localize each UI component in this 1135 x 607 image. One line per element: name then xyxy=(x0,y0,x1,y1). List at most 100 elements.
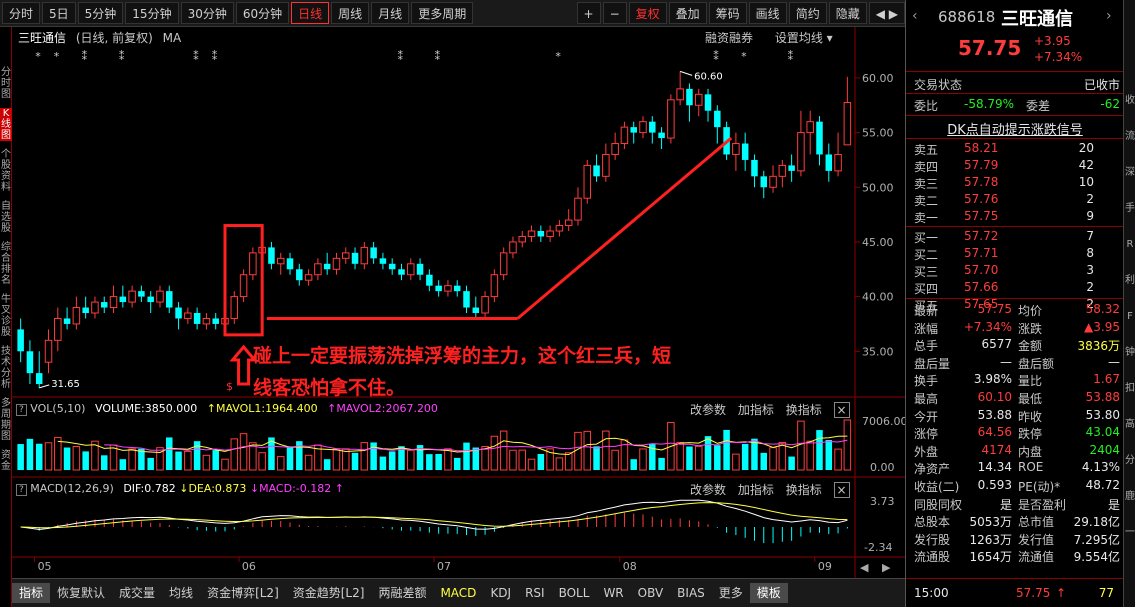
period-tab-4[interactable]: 30分钟 xyxy=(180,2,234,24)
weicha-label: 委差 xyxy=(1026,99,1051,113)
indicator-tab-7[interactable]: MACD xyxy=(440,586,477,600)
vol-switch-indicator[interactable]: 换指标 xyxy=(785,403,822,417)
toolbar-button-5[interactable]: 画线 xyxy=(748,2,787,24)
bid-label: 买二 xyxy=(914,248,939,262)
ask-volume: 2 xyxy=(1086,192,1094,206)
set-ma-link[interactable]: 设置均线 xyxy=(774,31,823,45)
event-marker-icon[interactable]: ⁑ xyxy=(788,50,794,63)
left-tab-3[interactable]: 自选股 xyxy=(1,201,11,234)
indicator-tab-15[interactable]: 模板 xyxy=(749,583,788,603)
indicator-tab-14[interactable]: 更多 xyxy=(718,586,743,600)
indicator-tab-4[interactable]: 资金博弈[L2] xyxy=(207,586,279,600)
ask-price: 57.75 xyxy=(964,209,999,223)
bid-row: 买二 57.71 8 xyxy=(906,245,1124,262)
toolbar-button-4[interactable]: 筹码 xyxy=(708,2,747,24)
event-marker-icon[interactable]: * xyxy=(555,50,561,63)
event-marker-icon[interactable]: * xyxy=(35,50,41,63)
indicator-tab-6[interactable]: 两融差额 xyxy=(378,586,427,600)
toolbar-button-6[interactable]: 简约 xyxy=(788,2,827,24)
bid-volume: 3 xyxy=(1086,263,1094,277)
toolbar-button-2[interactable]: 复权 xyxy=(628,2,667,24)
macd-edit-params[interactable]: 改参数 xyxy=(690,483,727,497)
vol-add-indicator[interactable]: 加指标 xyxy=(737,403,774,417)
indicator-tab-11[interactable]: WR xyxy=(603,586,624,600)
volume-bar xyxy=(128,448,136,471)
scroll-left-icon[interactable]: ◀ xyxy=(860,561,869,574)
toolbar-button-1[interactable]: − xyxy=(602,2,627,24)
event-marker-icon[interactable]: ⁑ xyxy=(713,50,719,63)
volume-bar xyxy=(574,431,582,471)
event-marker-icon[interactable]: ⁑ xyxy=(193,50,199,63)
volume-bar xyxy=(258,452,266,471)
period-tab-6[interactable]: 日线 xyxy=(291,2,330,24)
period-tab-9[interactable]: 更多周期 xyxy=(411,2,474,24)
event-marker-icon[interactable]: * xyxy=(741,50,747,63)
period-tab-0[interactable]: 分时 xyxy=(2,2,41,24)
close-icon[interactable]: × xyxy=(833,482,850,498)
help-icon[interactable]: ? xyxy=(16,404,27,416)
event-marker-icon[interactable]: ⁑ xyxy=(435,50,441,63)
indicator-tab-10[interactable]: BOLL xyxy=(558,586,590,600)
period-tab-5[interactable]: 60分钟 xyxy=(235,2,290,24)
candle-body xyxy=(667,99,675,139)
ask-volume: 9 xyxy=(1086,209,1094,223)
period-tab-2[interactable]: 5分钟 xyxy=(77,2,124,24)
candle-body xyxy=(147,296,154,303)
right-strip-glyph: 收 xyxy=(1125,95,1135,106)
event-marker-icon[interactable]: ⁑ xyxy=(119,50,125,63)
indicator-tab-12[interactable]: OBV xyxy=(637,586,664,600)
left-tab-4[interactable]: 综合排名 xyxy=(1,242,11,286)
volume-bar xyxy=(676,441,684,471)
ask-row: 卖三 57.78 10 xyxy=(906,174,1124,191)
left-tab-1[interactable]: K线图 xyxy=(0,108,12,141)
close-icon[interactable]: × xyxy=(833,402,850,418)
stat-row: 盘后量 — 盘后额 — xyxy=(906,354,1124,371)
next-stock-icon[interactable]: › xyxy=(1106,8,1112,24)
kline-chart[interactable]: 60.00 55.00 50.00 45.00 40.00 35.00 * * ⁑ ⁑ ⁑ ⁑ ⁑ ⁑ * ⁑… xyxy=(12,27,905,578)
left-tab-6[interactable]: 技术分析 xyxy=(1,346,11,390)
event-marker-icon[interactable]: ⁑ xyxy=(212,50,218,63)
left-tab-8[interactable]: 资金 xyxy=(1,450,11,472)
period-tab-7[interactable]: 周线 xyxy=(331,2,370,24)
bid-row: 买四 57.66 2 xyxy=(906,279,1124,296)
left-tab-5[interactable]: 牛叉诊股 xyxy=(1,294,11,338)
indicator-tab-1[interactable]: 恢复默认 xyxy=(57,586,106,600)
candle-body xyxy=(202,317,211,325)
period-tab-1[interactable]: 5日 xyxy=(42,2,76,24)
indicator-tab-5[interactable]: 资金趋势[L2] xyxy=(292,586,365,600)
period-tab-8[interactable]: 月线 xyxy=(371,2,410,24)
indicator-tab-2[interactable]: 成交量 xyxy=(119,586,156,600)
indicator-tab-9[interactable]: RSI xyxy=(525,586,545,600)
dropdown-icon[interactable]: ▾ xyxy=(822,31,833,45)
help-icon[interactable]: ? xyxy=(16,484,27,496)
indicator-tab-0[interactable]: 指标 xyxy=(12,583,51,603)
volume-bar xyxy=(351,452,359,470)
left-tab-0[interactable]: 分时图 xyxy=(1,67,11,100)
event-marker-icon[interactable]: * xyxy=(54,50,60,63)
macd-add-indicator[interactable]: 加指标 xyxy=(737,483,774,497)
prev-stock-icon[interactable]: ‹ xyxy=(912,8,918,24)
vol-edit-params[interactable]: 改参数 xyxy=(690,403,727,417)
candle-body xyxy=(286,258,294,270)
y-tick-label: 40.00 xyxy=(862,291,894,304)
volume-bar xyxy=(221,458,229,471)
event-marker-icon[interactable]: ⁑ xyxy=(82,50,88,63)
event-marker-icon[interactable]: ⁑ xyxy=(397,50,403,63)
indicator-tab-13[interactable]: BIAS xyxy=(677,586,705,600)
left-tab-2[interactable]: 个股资料 xyxy=(1,149,11,193)
macd-switch-indicator[interactable]: 换指标 xyxy=(785,483,822,497)
left-tab-7[interactable]: 多周期图 xyxy=(1,398,11,442)
volume-bar xyxy=(35,443,43,470)
dk-signal-link[interactable]: DK点自动提示涨跌信号 xyxy=(947,123,1083,138)
toolbar-button-0[interactable]: + xyxy=(576,2,601,24)
candle-body xyxy=(704,94,712,111)
period-tab-3[interactable]: 15分钟 xyxy=(125,2,179,24)
toolbar-button-3[interactable]: 叠加 xyxy=(668,2,707,24)
margin-trading-link[interactable]: 融资融券 xyxy=(705,31,754,45)
toolbar-button-7[interactable]: 隐藏 xyxy=(828,2,867,24)
indicator-tab-8[interactable]: KDJ xyxy=(490,586,512,600)
chart-indicator[interactable]: MA xyxy=(162,31,182,45)
indicator-tab-3[interactable]: 均线 xyxy=(169,586,194,600)
scroll-arrows-icon[interactable]: ◀ ▶ xyxy=(868,2,905,24)
scroll-right-icon[interactable]: ▶ xyxy=(882,561,891,574)
